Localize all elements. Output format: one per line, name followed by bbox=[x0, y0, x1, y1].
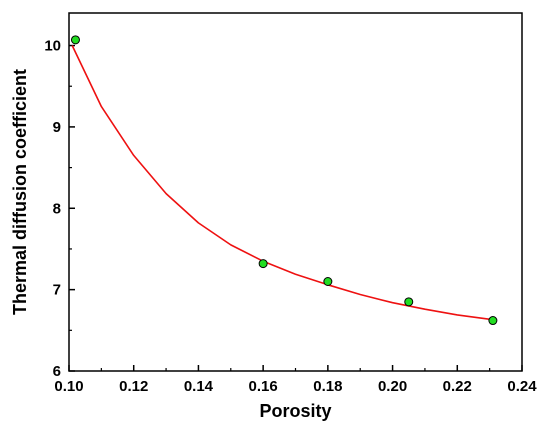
x-tick-label: 0.22 bbox=[443, 378, 472, 395]
x-tick-label: 0.20 bbox=[378, 378, 407, 395]
x-tick-label: 0.16 bbox=[249, 378, 278, 395]
data-point bbox=[70, 35, 80, 45]
data-points bbox=[70, 35, 498, 326]
y-tick-label: 7 bbox=[53, 282, 61, 299]
y-tick-label: 8 bbox=[53, 200, 61, 217]
fit-curve-line bbox=[71, 45, 494, 321]
plot-border bbox=[68, 12, 523, 372]
x-tick-label: 0.24 bbox=[507, 378, 537, 395]
x-tick-label: 0.18 bbox=[313, 378, 342, 395]
data-point bbox=[488, 316, 498, 326]
x-tick-label: 0.12 bbox=[119, 378, 148, 395]
y-tick-label: 10 bbox=[44, 38, 61, 55]
plot-area bbox=[68, 12, 523, 372]
data-point bbox=[323, 277, 333, 286]
x-tick-label: 0.10 bbox=[54, 378, 83, 395]
x-axis: 0.10 0.12 0.14 0.16 0.18 0.20 0.22 0.24 bbox=[54, 365, 537, 395]
y-tick-label: 9 bbox=[53, 119, 61, 136]
y-axis-title: Thermal diffusion coefficient bbox=[10, 69, 30, 315]
x-tick-label: 0.14 bbox=[184, 378, 214, 395]
fit-curve bbox=[71, 45, 494, 321]
data-point bbox=[404, 297, 414, 307]
y-axis: 6 7 8 9 10 bbox=[44, 38, 75, 380]
x-axis-title: Porosity bbox=[259, 401, 331, 421]
y-tick-label: 6 bbox=[53, 363, 61, 380]
data-point bbox=[258, 259, 268, 269]
